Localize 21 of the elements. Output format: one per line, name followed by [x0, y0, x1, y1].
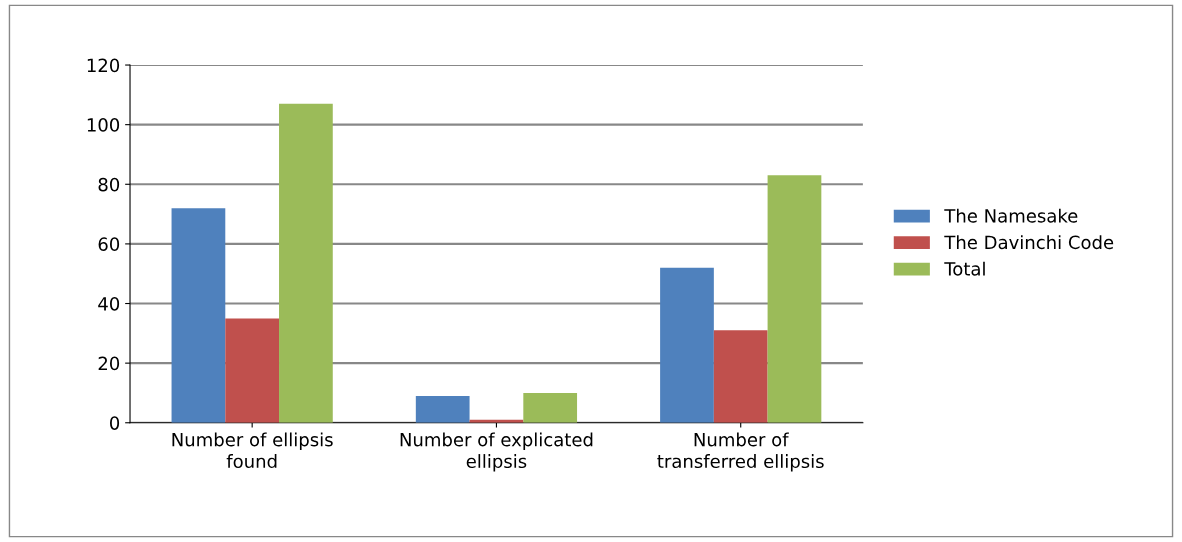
bar — [660, 267, 714, 423]
y-tick-label: 120 — [87, 58, 120, 73]
y-tick-label: 80 — [98, 177, 120, 192]
bar — [225, 318, 280, 423]
x-tick-label: Number of transferred ellipsis — [657, 432, 824, 472]
legend-label: The Davinchi Code — [944, 235, 1114, 250]
x-tick-label: Number of ellipsis found — [172, 432, 333, 469]
bar — [767, 175, 822, 423]
bar — [415, 395, 470, 423]
legend-label: Total — [944, 261, 985, 276]
bar — [279, 103, 333, 423]
y-tick-label: 0 — [110, 416, 120, 430]
y-tick-label: 60 — [98, 237, 120, 252]
bar — [171, 208, 226, 423]
legend-label: The Namesake — [944, 208, 1078, 223]
x-tick-label: Number of explicated ellipsis — [400, 432, 593, 472]
y-tick-label: 100 — [87, 118, 120, 132]
bar — [713, 330, 768, 423]
y-tick-label: 40 — [98, 296, 120, 311]
y-tick-label: 20 — [98, 356, 120, 371]
bar — [523, 392, 578, 423]
